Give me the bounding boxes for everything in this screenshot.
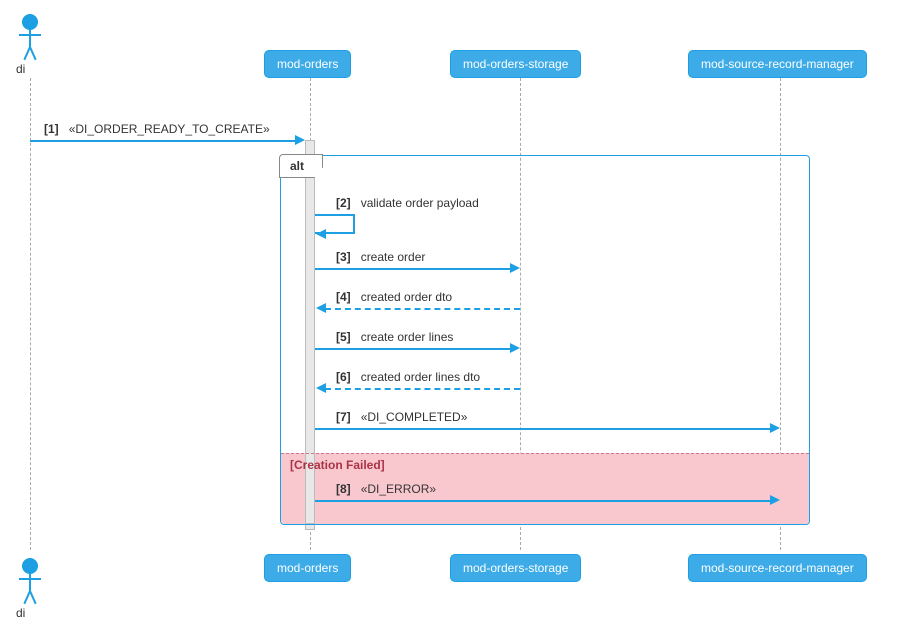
alt-divider <box>281 453 809 454</box>
msg-2-arrow <box>316 229 326 239</box>
msg-7-label: [7] «DI_COMPLETED» <box>336 410 467 424</box>
msg-5-label: [5] create order lines <box>336 330 453 344</box>
msg-4-label: [4] created order dto <box>336 290 452 304</box>
msg-1-line <box>30 140 296 142</box>
msg-7-line <box>315 428 771 430</box>
alt-guard-fail: [Creation Failed] <box>290 458 385 472</box>
actor-label-top: di <box>16 62 25 76</box>
msg-5-arrow <box>510 343 520 353</box>
msg-6-label: [6] created order lines dto <box>336 370 480 384</box>
alt-label: alt <box>279 154 323 178</box>
msg-6-arrow <box>316 383 326 393</box>
sequence-diagram: di mod-orders mod-orders-storage mod-sou… <box>10 10 899 630</box>
msg-8-line <box>315 500 771 502</box>
msg-3-line <box>315 268 511 270</box>
participant-mod-orders-top: mod-orders <box>264 50 351 78</box>
participant-mod-orders-storage-bottom: mod-orders-storage <box>450 554 581 582</box>
participant-mod-orders-bottom: mod-orders <box>264 554 351 582</box>
msg-3-arrow <box>510 263 520 273</box>
msg-8-label: [8] «DI_ERROR» <box>336 482 436 496</box>
msg-5-line <box>315 348 511 350</box>
participant-mod-orders-storage-top: mod-orders-storage <box>450 50 581 78</box>
msg-4-line <box>325 308 520 310</box>
msg-1-arrow <box>295 135 305 145</box>
msg-4-arrow <box>316 303 326 313</box>
participant-mod-source-record-manager-bottom: mod-source-record-manager <box>688 554 867 582</box>
msg-7-arrow <box>770 423 780 433</box>
actor-label-bottom: di <box>16 606 25 620</box>
msg-8-arrow <box>770 495 780 505</box>
msg-1-label: [1] «DI_ORDER_READY_TO_CREATE» <box>44 122 270 136</box>
msg-6-line <box>325 388 520 390</box>
msg-3-label: [3] create order <box>336 250 425 264</box>
msg-2-label: [2] validate order payload <box>336 196 479 210</box>
participant-mod-source-record-manager-top: mod-source-record-manager <box>688 50 867 78</box>
lifeline-di <box>30 78 31 550</box>
